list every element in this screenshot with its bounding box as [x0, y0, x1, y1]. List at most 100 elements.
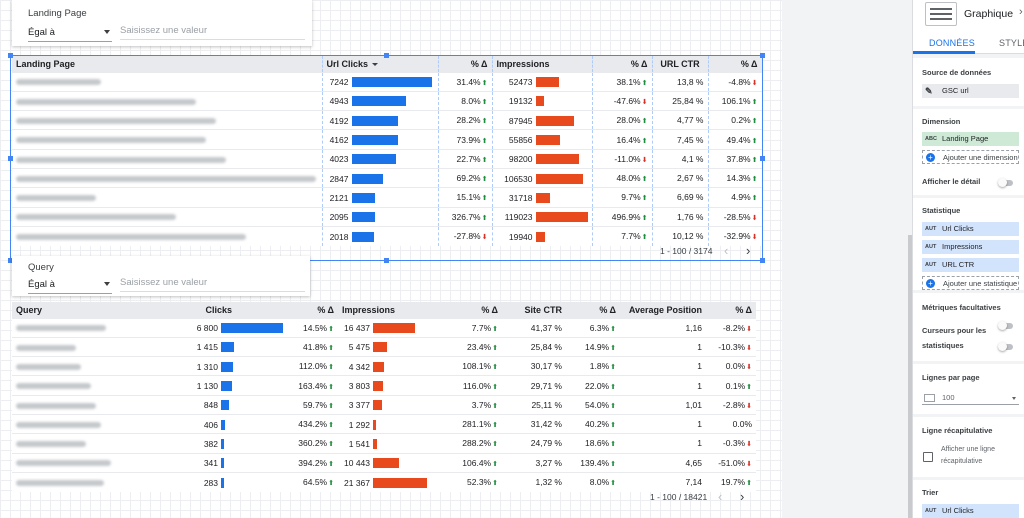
col-delta-position[interactable]: % Δ — [706, 302, 756, 318]
table-chart-icon[interactable] — [925, 2, 957, 26]
resize-handle[interactable] — [384, 258, 389, 263]
tab-style[interactable]: STYLE — [999, 38, 1024, 48]
chevron-left-icon[interactable]: ‹ — [724, 243, 729, 258]
impressions-bar — [373, 323, 415, 334]
chart-type-title[interactable]: Graphique — [964, 8, 1014, 20]
delta-value: 28.0% — [616, 115, 641, 126]
url-clicks-value: 4943 — [329, 96, 349, 107]
query-table[interactable]: Query Clicks % Δ Impressions % Δ Site CT… — [12, 302, 756, 492]
chevron-left-icon[interactable]: ‹ — [718, 489, 723, 504]
table-row[interactable]: 848 59.7%⬆ 3 377 3.7%⬆ 25,11 % 54.0%⬆ 1,01 -2.8… — [12, 394, 756, 415]
col-delta-impressions[interactable]: % Δ — [592, 56, 653, 72]
delta-clicks-cell: 31.4%⬆ — [438, 71, 493, 92]
delta-clicks-cell: 69.2%⬆ — [438, 167, 493, 188]
col-clicks[interactable]: Clicks — [172, 302, 282, 318]
col-delta-ctr[interactable]: % Δ — [566, 302, 620, 318]
metric-sliders-toggle[interactable] — [998, 342, 1013, 351]
query-filter[interactable]: Query Égal à — [12, 256, 310, 296]
redacted-query — [16, 402, 96, 409]
table-row[interactable]: 406 434.2%⬆ 1 292 281.1%⬆ 31,42 % 40.2%⬆ 1 0.0% — [12, 413, 756, 434]
col-impressions[interactable]: Impressions — [338, 302, 436, 318]
source-chip[interactable]: ✎ GSC url — [922, 84, 1019, 98]
delta-value: 112.0% — [298, 361, 328, 372]
col-delta-impressions[interactable]: % Δ — [436, 302, 502, 318]
query-cell — [12, 413, 172, 434]
landing-page-cell — [12, 167, 323, 188]
add-metric-button[interactable]: + Ajouter une statistique — [922, 276, 1019, 290]
delta-value: 7.7% — [471, 322, 492, 333]
resize-handle[interactable] — [760, 258, 765, 263]
dimension-chip[interactable]: ABC Landing Page — [922, 132, 1019, 146]
delta-value: -47.6% — [613, 95, 641, 106]
arrow-up-icon: ⬆ — [751, 195, 758, 203]
summary-row-checkbox[interactable] — [923, 452, 933, 462]
show-detail-toggle[interactable] — [998, 178, 1013, 187]
report-canvas[interactable]: Landing Page Égal à Landing Page Url Cli… — [0, 0, 782, 518]
table-row[interactable]: 6 800 14.5%⬆ 16 437 7.7%⬆ 41,37 % 6.3%⬆ 1,16 -8… — [12, 317, 756, 338]
col-delta-clicks[interactable]: % Δ — [282, 302, 338, 318]
col-url-ctr[interactable]: URL CTR — [652, 56, 709, 72]
arrow-up-icon: ⬆ — [492, 383, 498, 391]
scrollbar[interactable] — [908, 235, 912, 518]
tab-data[interactable]: DONNÉES — [929, 38, 975, 48]
url-clicks-bar — [351, 77, 432, 88]
arrow-up-icon: ⬆ — [610, 383, 616, 391]
table-row[interactable]: 1 415 41.8%⬆ 5 475 23.4%⬆ 25,84 % 14.9%⬆ 1 -10.… — [12, 336, 756, 357]
delta-value: 326.7% — [451, 211, 481, 222]
delta-position-cell: 0.1%⬆ — [706, 375, 756, 396]
table-row[interactable]: 382 360.2%⬆ 1 541 288.2%⬆ 24,79 % 18.6%⬆ 1 -0.3… — [12, 433, 756, 454]
col-url-clicks[interactable]: Url Clicks — [322, 56, 439, 72]
delta-value: 37.8% — [726, 153, 751, 164]
impressions-value: 4 342 — [348, 361, 370, 372]
table-row[interactable]: 4192 28.2%⬆ 87945 28.0%⬆ 4,77 % 0.2%⬆ — [12, 110, 763, 130]
col-avg-position[interactable]: Average Position — [620, 302, 706, 318]
chevron-right-icon[interactable]: › — [746, 243, 751, 258]
value-input[interactable] — [120, 277, 305, 292]
landing-page-table[interactable]: Landing Page Url Clicks % Δ Impressions … — [12, 56, 763, 246]
delta-value: 14.9% — [585, 341, 610, 352]
metric-chip[interactable]: AUT Impressions — [922, 240, 1019, 254]
url-ctr-cell: 25,84 % — [652, 90, 709, 111]
table-row[interactable]: 7242 31.4%⬆ 52473 38.1%⬆ 13,8 % -4.8%⬇ — [12, 71, 763, 92]
table-row[interactable]: 2847 69.2%⬆ 106530 48.0%⬆ 2,67 % 14.3%⬆ — [12, 167, 763, 188]
table-row[interactable]: 4162 73.9%⬆ 55856 16.4%⬆ 7,45 % 49.4%⬆ — [12, 129, 763, 150]
optional-metrics-toggle[interactable] — [998, 321, 1013, 330]
table-row[interactable]: 2095 326.7%⬆ 119023 496.9%⬆ 1,76 % -28.5%⬇ — [12, 206, 763, 227]
rows-per-page-label: Lignes par page — [922, 373, 980, 382]
impressions-cell: 3 803 — [338, 375, 436, 396]
col-impressions[interactable]: Impressions — [492, 56, 593, 72]
delta-value: 163.4% — [298, 380, 328, 391]
col-delta-clicks[interactable]: % Δ — [438, 56, 493, 72]
table-row[interactable]: 283 64.5%⬆ 21 367 52.3%⬆ 1,32 % 8.0%⬆ 7,14 19.7… — [12, 471, 756, 492]
col-query[interactable]: Query — [12, 302, 172, 318]
delta-value: 0.1% — [725, 380, 746, 391]
clicks-value: 283 — [203, 477, 218, 488]
table-row[interactable]: 2121 15.1%⬆ 31718 9.7%⬆ 6,69 % 4.9%⬆ — [12, 187, 763, 208]
metric-chip[interactable]: AUT URL CTR — [922, 258, 1019, 272]
table-row[interactable]: 4943 8.0%⬆ 19132 -47.6%⬇ 25,84 % 106.1%⬆ — [12, 90, 763, 111]
chevron-right-icon[interactable]: › — [740, 489, 745, 504]
table-row[interactable]: 1 310 112.0%⬆ 4 342 108.1%⬆ 30,17 % 1.8%⬆ 1 0.0… — [12, 356, 756, 376]
url-clicks-cell: 4192 — [322, 110, 439, 130]
col-delta-ctr[interactable]: % Δ — [708, 56, 763, 72]
col-landing-page[interactable]: Landing Page — [12, 56, 323, 72]
operator-dropdown[interactable]: Égal à — [28, 27, 112, 42]
operator-dropdown[interactable]: Égal à — [28, 279, 112, 294]
metric-chip[interactable]: AUT Url Clicks — [922, 222, 1019, 236]
clicks-cell: 382 — [172, 433, 282, 454]
arrow-up-icon: ⬆ — [492, 344, 498, 352]
rows-per-page-select[interactable]: 100 — [922, 391, 1019, 405]
add-dimension-button[interactable]: + Ajouter une dimension — [922, 150, 1019, 164]
table-row[interactable]: 4023 22.7%⬆ 98200 -11.0%⬇ 4,1 % 37.8%⬆ — [12, 148, 763, 169]
sort-chip[interactable]: AUT Url Clicks — [922, 504, 1019, 518]
col-site-ctr[interactable]: Site CTR — [502, 302, 566, 318]
value-input[interactable] — [120, 25, 305, 40]
chevron-right-icon[interactable]: › — [1019, 6, 1023, 18]
landing-page-filter[interactable]: Landing Page Égal à — [12, 0, 312, 46]
table-row[interactable]: 1 130 163.4%⬆ 3 803 116.0%⬆ 29,71 % 22.0%⬆ 1 0.… — [12, 375, 756, 396]
table-header: Landing Page Url Clicks % Δ Impressions … — [12, 56, 763, 72]
redacted-query — [16, 383, 91, 390]
delta-impressions-cell: 106.4%⬆ — [436, 452, 502, 473]
table-row[interactable]: 341 394.2%⬆ 10 443 106.4%⬆ 3,27 % 139.4%⬆ 4,65… — [12, 452, 756, 473]
table-row[interactable]: 2018 -27.8%⬇ 19940 7.7%⬆ 10,12 % -32.9%⬇ — [12, 225, 763, 246]
